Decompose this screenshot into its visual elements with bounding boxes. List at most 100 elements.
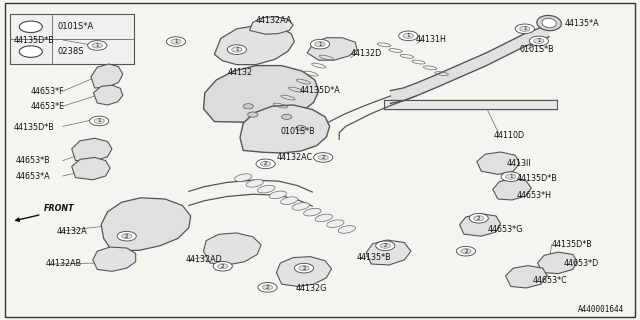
Circle shape — [243, 104, 253, 109]
Circle shape — [461, 249, 471, 254]
Text: 2: 2 — [383, 243, 387, 248]
Text: 44135D*B: 44135D*B — [14, 123, 55, 132]
Circle shape — [227, 45, 246, 54]
Circle shape — [501, 172, 520, 181]
Text: 44110D: 44110D — [494, 131, 525, 140]
Text: 44135D*B: 44135D*B — [552, 240, 593, 249]
Circle shape — [299, 266, 309, 271]
Circle shape — [166, 37, 186, 46]
Polygon shape — [276, 257, 332, 286]
Text: 44132AD: 44132AD — [186, 255, 222, 264]
Circle shape — [399, 31, 418, 41]
Text: 44132AB: 44132AB — [46, 260, 82, 268]
Text: 44132A: 44132A — [56, 227, 87, 236]
Text: 44135D*B: 44135D*B — [517, 174, 558, 183]
Text: 1: 1 — [318, 42, 322, 47]
Polygon shape — [93, 85, 123, 105]
Ellipse shape — [537, 15, 561, 31]
Ellipse shape — [280, 197, 298, 204]
Ellipse shape — [269, 191, 287, 199]
Text: 44653*G: 44653*G — [488, 225, 523, 234]
Circle shape — [117, 231, 136, 241]
Text: 2: 2 — [266, 285, 269, 290]
Circle shape — [94, 118, 104, 124]
Polygon shape — [493, 179, 531, 200]
Text: A440001644: A440001644 — [578, 305, 624, 314]
Circle shape — [262, 285, 273, 290]
Circle shape — [248, 112, 258, 117]
Circle shape — [256, 159, 275, 169]
Text: 44653*H: 44653*H — [517, 191, 552, 200]
Circle shape — [92, 43, 102, 48]
Text: 0101S*A: 0101S*A — [57, 22, 93, 31]
Ellipse shape — [315, 214, 333, 222]
Text: 44653*D: 44653*D — [563, 259, 598, 268]
Polygon shape — [204, 66, 319, 122]
Circle shape — [88, 41, 107, 50]
Text: 1: 1 — [174, 39, 178, 44]
Text: 44132AC: 44132AC — [276, 153, 312, 162]
Circle shape — [456, 246, 476, 256]
Circle shape — [90, 116, 109, 126]
Polygon shape — [390, 24, 549, 103]
Circle shape — [529, 36, 548, 46]
Circle shape — [520, 26, 530, 31]
Text: 1: 1 — [509, 174, 513, 179]
Text: 1: 1 — [97, 118, 101, 124]
Text: 0238S: 0238S — [57, 47, 84, 56]
Polygon shape — [214, 26, 294, 65]
Polygon shape — [91, 64, 123, 88]
Text: 44653*F: 44653*F — [31, 87, 65, 96]
Text: 2: 2 — [477, 216, 481, 221]
Text: 2: 2 — [321, 155, 325, 160]
Circle shape — [469, 213, 488, 223]
Circle shape — [296, 125, 306, 131]
Circle shape — [19, 21, 42, 33]
Text: 1: 1 — [406, 33, 410, 38]
Circle shape — [260, 161, 271, 166]
Text: 44653*A: 44653*A — [16, 172, 51, 180]
Text: 2: 2 — [302, 266, 306, 271]
Circle shape — [506, 174, 516, 179]
Text: 44132: 44132 — [227, 68, 252, 76]
Polygon shape — [384, 100, 557, 109]
Circle shape — [122, 234, 132, 239]
Circle shape — [318, 155, 328, 160]
Text: 0101S*B: 0101S*B — [520, 45, 554, 54]
Polygon shape — [250, 17, 293, 34]
Circle shape — [258, 283, 277, 292]
Circle shape — [171, 39, 181, 44]
Ellipse shape — [246, 180, 264, 187]
Circle shape — [380, 243, 390, 248]
Polygon shape — [506, 266, 547, 288]
Ellipse shape — [292, 203, 310, 210]
Text: 1: 1 — [28, 22, 33, 31]
Text: 44135*B: 44135*B — [357, 253, 392, 262]
Polygon shape — [366, 240, 411, 265]
Circle shape — [376, 241, 395, 251]
Text: 2: 2 — [264, 161, 268, 166]
Ellipse shape — [234, 174, 252, 181]
Circle shape — [515, 24, 534, 34]
Circle shape — [310, 39, 330, 49]
Ellipse shape — [326, 220, 344, 228]
Text: 2: 2 — [125, 234, 129, 239]
Circle shape — [19, 46, 42, 57]
Text: 2: 2 — [28, 47, 33, 56]
Circle shape — [213, 261, 232, 271]
Text: 44132D: 44132D — [351, 49, 382, 58]
Text: 44131H: 44131H — [415, 35, 446, 44]
Polygon shape — [477, 152, 520, 174]
Polygon shape — [240, 105, 330, 153]
Text: 2: 2 — [221, 264, 225, 269]
Circle shape — [474, 216, 484, 221]
Circle shape — [315, 42, 325, 47]
Ellipse shape — [542, 18, 556, 28]
Ellipse shape — [303, 208, 321, 216]
Text: 4413II: 4413II — [507, 159, 531, 168]
Circle shape — [232, 47, 242, 52]
Text: 1: 1 — [523, 26, 527, 31]
Polygon shape — [460, 214, 500, 236]
Circle shape — [282, 114, 292, 119]
Polygon shape — [72, 138, 112, 161]
